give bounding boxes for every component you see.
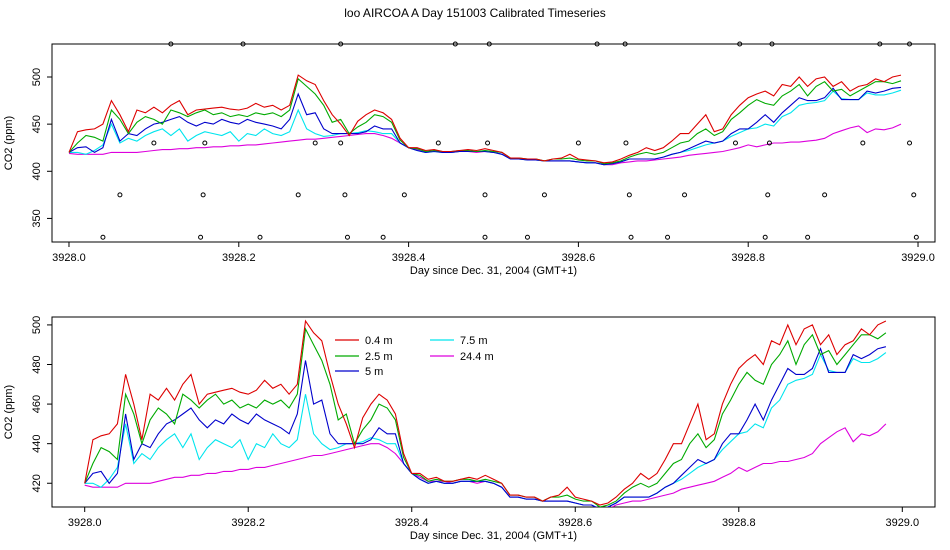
calibration-point xyxy=(737,41,743,47)
calibration-point xyxy=(342,192,348,198)
calibration-point xyxy=(765,192,771,198)
calibration-point xyxy=(622,41,628,47)
series-line-1-2-5-m xyxy=(68,77,902,165)
legend-label-2: 5 m xyxy=(365,366,383,378)
y-axis-label-1: CO2 (ppm) xyxy=(3,116,15,170)
series-line-2-5-m xyxy=(84,346,887,507)
plot-frame-1 xyxy=(51,43,936,243)
series-line-1-7-5-m xyxy=(69,89,902,166)
calibration-point xyxy=(338,140,344,146)
series-line-1-24-4-m xyxy=(68,123,902,166)
series-line-2-24-4-m xyxy=(84,423,887,507)
calibration-point xyxy=(860,140,866,146)
calibration-point xyxy=(486,41,492,47)
y-tick-label-1-1: 400 xyxy=(31,162,43,180)
calibration-point xyxy=(626,192,632,198)
legend-label-0: 0.4 m xyxy=(365,335,393,347)
calibration-point xyxy=(168,41,174,47)
calibration-point xyxy=(877,41,883,47)
calibration-point xyxy=(151,140,157,146)
calibration-point xyxy=(200,192,206,198)
series-line-2-0-4-m xyxy=(84,319,887,506)
chart-title: loo AIRCOA A Day 151003 Calibrated Times… xyxy=(344,6,606,20)
calibration-point xyxy=(805,234,811,240)
y-tick-label-2-1: 440 xyxy=(31,434,43,452)
x-tick-label-2-1: 3928.2 xyxy=(231,517,265,529)
x-tick-label-2-3: 3928.6 xyxy=(558,517,592,529)
calibration-point xyxy=(911,192,917,198)
calibration-point xyxy=(822,192,828,198)
x-tick-label-1-1: 3928.2 xyxy=(222,252,256,264)
calibration-point xyxy=(524,234,530,240)
y-tick-label-1-2: 450 xyxy=(31,115,43,133)
calibration-point xyxy=(435,140,441,146)
y-axis-label-2: CO2 (ppm) xyxy=(3,385,15,439)
series-line-1-0-4-m xyxy=(68,74,902,164)
x-tick-label-2-5: 3929.0 xyxy=(885,517,919,529)
calibration-point xyxy=(257,234,263,240)
y-tick-label-2-4: 500 xyxy=(31,316,43,334)
calibration-point xyxy=(452,41,458,47)
x-axis-label-1: Day since Dec. 31, 2004 (GMT+1) xyxy=(410,265,577,277)
calibration-point xyxy=(202,140,208,146)
y-tick-label-1-3: 500 xyxy=(31,68,43,86)
calibration-point xyxy=(295,192,301,198)
calibration-point xyxy=(907,41,913,47)
series-line-2-2-5-m xyxy=(84,327,887,507)
calibration-point xyxy=(665,234,671,240)
calibration-point xyxy=(100,234,106,240)
calibration-point xyxy=(575,140,581,146)
calibration-point xyxy=(485,140,491,146)
calibration-point xyxy=(732,140,738,146)
x-tick-label-1-2: 3928.4 xyxy=(392,252,426,264)
calibration-point xyxy=(541,192,547,198)
series-line-2-7-5-m xyxy=(84,352,887,507)
calibration-point xyxy=(769,41,775,47)
calibration-point xyxy=(594,41,600,47)
calibration-point xyxy=(312,140,318,146)
x-tick-label-1-5: 3929.0 xyxy=(901,252,935,264)
x-tick-label-2-0: 3928.0 xyxy=(68,517,102,529)
calibration-point xyxy=(117,192,123,198)
x-tick-label-1-0: 3928.0 xyxy=(52,252,86,264)
calibration-point xyxy=(482,234,488,240)
legend-label-1: 2.5 m xyxy=(365,351,393,363)
legend-label-4: 24.4 m xyxy=(460,351,494,363)
y-tick-label-2-2: 460 xyxy=(31,395,43,413)
calibration-point xyxy=(628,234,634,240)
calibration-point xyxy=(338,41,344,47)
x-tick-label-1-3: 3928.6 xyxy=(562,252,596,264)
calibration-point xyxy=(482,192,488,198)
calibration-point xyxy=(762,234,768,240)
calibration-point xyxy=(623,140,629,146)
calibration-point xyxy=(913,234,919,240)
calibration-point xyxy=(198,234,204,240)
y-tick-label-2-0: 420 xyxy=(31,474,43,492)
calibration-point xyxy=(766,140,772,146)
calibration-point xyxy=(401,192,407,198)
plot-frame-2 xyxy=(51,316,936,508)
calibration-point xyxy=(344,234,350,240)
calibration-point xyxy=(240,41,246,47)
y-tick-label-2-3: 480 xyxy=(31,355,43,373)
calibration-point xyxy=(380,234,386,240)
x-tick-label-1-4: 3928.8 xyxy=(731,252,765,264)
x-axis-label-2: Day since Dec. 31, 2004 (GMT+1) xyxy=(410,530,577,542)
calibration-point xyxy=(682,192,688,198)
x-tick-label-2-4: 3928.8 xyxy=(722,517,756,529)
x-tick-label-2-2: 3928.4 xyxy=(395,517,429,529)
legend-label-3: 7.5 m xyxy=(460,335,488,347)
calibration-point xyxy=(907,140,913,146)
y-tick-label-1-0: 350 xyxy=(31,209,43,227)
series-line-1-5-m xyxy=(68,86,902,166)
